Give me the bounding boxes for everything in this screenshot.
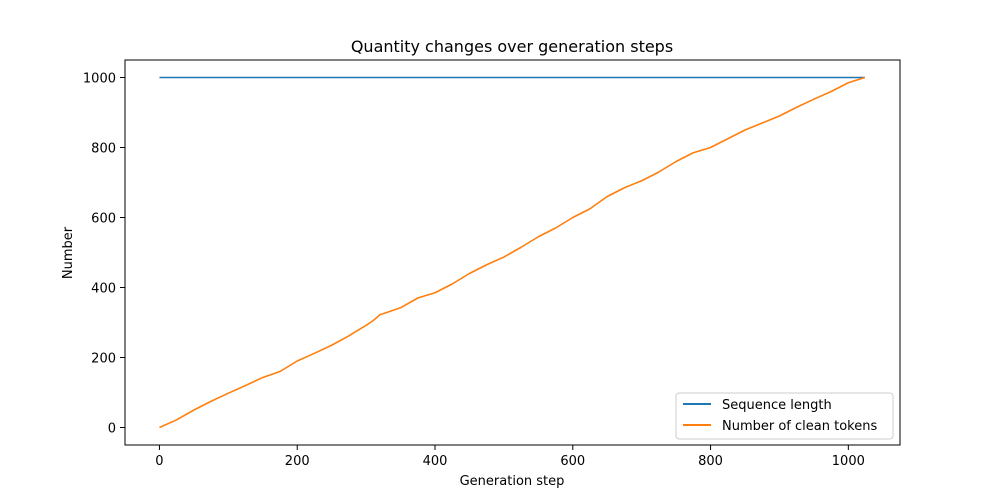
chart-title: Quantity changes over generation steps xyxy=(351,37,673,56)
x-axis: 0 200 400 600 800 1000 xyxy=(155,445,865,469)
x-tick-label: 800 xyxy=(698,454,723,469)
x-axis-label: Generation step xyxy=(460,474,565,489)
legend: Sequence length Number of clean tokens xyxy=(675,392,894,440)
y-axis-label: Number xyxy=(61,226,76,279)
legend-box xyxy=(675,392,894,440)
x-tick-label: 1000 xyxy=(832,454,865,469)
plot-frame xyxy=(124,59,901,446)
y-tick-label: 800 xyxy=(91,142,116,157)
y-tick-label: 1000 xyxy=(83,72,116,87)
x-tick-label: 400 xyxy=(423,454,448,469)
y-tick-label: 600 xyxy=(91,212,116,227)
plot-area xyxy=(124,59,901,446)
x-tick-label: 200 xyxy=(285,454,310,469)
x-tick-label: 600 xyxy=(560,454,585,469)
y-tick-label: 200 xyxy=(91,352,116,367)
y-tick-label: 0 xyxy=(108,422,116,437)
clean-tokens-line xyxy=(159,76,866,429)
y-tick-label: 400 xyxy=(91,282,116,297)
legend-label-sequence-length: Sequence length xyxy=(722,398,832,413)
legend-label-clean-tokens: Number of clean tokens xyxy=(722,419,877,434)
y-axis: 0 200 400 600 800 1000 xyxy=(83,72,125,437)
series-layer xyxy=(159,76,866,429)
x-tick-label: 0 xyxy=(155,454,163,469)
